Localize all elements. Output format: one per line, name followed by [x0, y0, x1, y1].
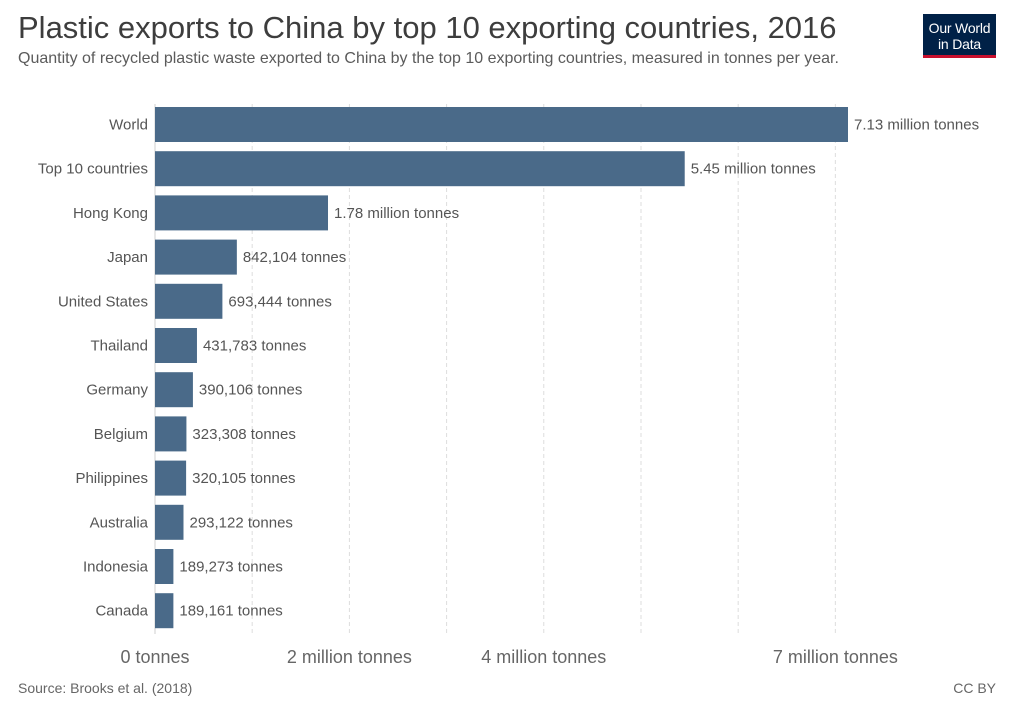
- x-tick-label: 4 million tonnes: [481, 647, 606, 667]
- chart-title: Plastic exports to China by top 10 expor…: [18, 10, 837, 45]
- category-label: Belgium: [94, 426, 148, 443]
- bar-chart: World 7.13 million tonnes Top 10 countries…: [38, 104, 979, 667]
- bar: [155, 283, 223, 319]
- bar: [155, 593, 174, 629]
- value-label: 842,104 tonnes: [243, 249, 346, 266]
- value-label: 293,122 tonnes: [189, 514, 292, 531]
- chart-subtitle: Quantity of recycled plastic waste expor…: [18, 50, 839, 67]
- bar: [155, 416, 187, 452]
- value-label: 431,783 tonnes: [203, 338, 306, 355]
- category-label: Australia: [90, 514, 149, 531]
- value-label: 189,161 tonnes: [179, 603, 282, 620]
- bar: [155, 372, 193, 408]
- value-label: 323,308 tonnes: [192, 426, 295, 443]
- category-label: Germany: [86, 382, 148, 399]
- owid-logo[interactable]: Our World in Data: [923, 14, 996, 58]
- x-tick-label: 7 million tonnes: [773, 647, 898, 667]
- logo-line-1: Our World: [928, 20, 991, 36]
- logo-line-2: in Data: [938, 36, 981, 52]
- category-label: Indonesia: [83, 559, 149, 576]
- bar: [155, 195, 329, 231]
- category-label: Japan: [107, 249, 148, 266]
- category-label: Hong Kong: [73, 205, 148, 222]
- bar: [155, 504, 184, 540]
- value-label: 390,106 tonnes: [199, 382, 302, 399]
- category-label: Thailand: [90, 338, 148, 355]
- source-note[interactable]: Source: Brooks et al. (2018): [18, 680, 193, 696]
- license-link[interactable]: CC BY: [953, 680, 996, 696]
- bar: [155, 328, 197, 363]
- bar: [155, 460, 187, 496]
- x-tick-label: 0 tonnes: [120, 647, 189, 667]
- category-label: United States: [58, 293, 148, 310]
- value-label: 5.45 million tonnes: [691, 161, 816, 178]
- value-label: 693,444 tonnes: [228, 293, 331, 310]
- category-label: World: [109, 117, 148, 134]
- value-label: 320,105 tonnes: [192, 470, 295, 487]
- category-label: Top 10 countries: [38, 161, 148, 178]
- bar: [155, 107, 848, 142]
- bar: [155, 151, 685, 187]
- bar: [155, 239, 237, 275]
- value-label: 189,273 tonnes: [179, 559, 282, 576]
- bar: [155, 549, 174, 584]
- value-label: 7.13 million tonnes: [854, 117, 979, 134]
- category-label: Canada: [95, 603, 148, 620]
- value-label: 1.78 million tonnes: [334, 205, 459, 222]
- category-label: Philippines: [75, 470, 148, 487]
- x-tick-label: 2 million tonnes: [287, 647, 412, 667]
